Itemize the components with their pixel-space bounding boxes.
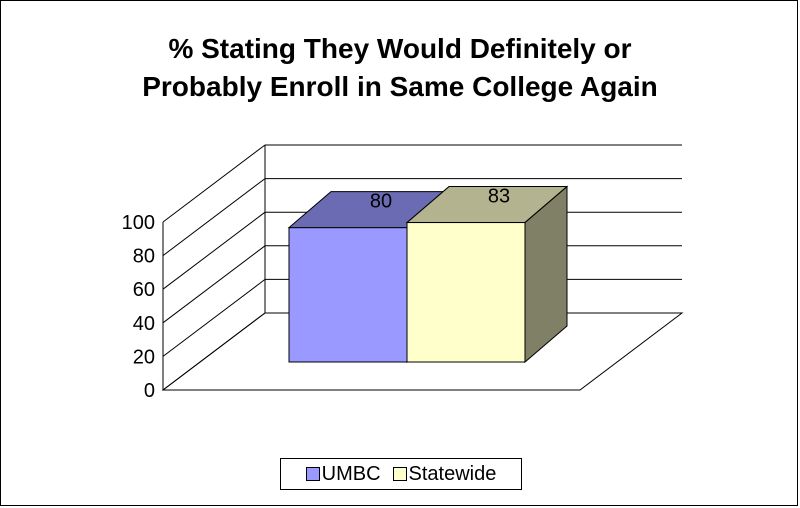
legend-item-statewide: Statewide bbox=[392, 462, 497, 486]
y-tick-label-40: 40 bbox=[133, 313, 155, 335]
chart-floor bbox=[161, 312, 684, 391]
data-label-statewide: 83 bbox=[488, 186, 510, 208]
gridline-side-20 bbox=[162, 279, 266, 357]
bar-front-statewide bbox=[406, 222, 526, 363]
data-label-umbc: 80 bbox=[370, 191, 392, 213]
bar-side-statewide bbox=[524, 185, 568, 364]
legend-swatch-umbc bbox=[305, 467, 320, 481]
gridline-side-100 bbox=[162, 144, 266, 223]
y-tick-label-100: 100 bbox=[122, 212, 155, 234]
y-tick-label-20: 20 bbox=[133, 346, 155, 368]
y-tick-label-80: 80 bbox=[133, 246, 155, 268]
legend-label-statewide: Statewide bbox=[408, 462, 497, 485]
legend-swatch-statewide bbox=[392, 467, 407, 481]
gridline-side-80 bbox=[162, 178, 266, 256]
chart-title: % Stating They Would Definitely or Proba… bbox=[0, 30, 800, 106]
gridline-side-40 bbox=[162, 245, 266, 324]
gridline-side-60 bbox=[162, 211, 266, 290]
legend-label-umbc: UMBC bbox=[321, 462, 381, 485]
chart-title-line-2: Probably Enroll in Same College Again bbox=[142, 71, 658, 102]
bar-front-umbc bbox=[288, 227, 408, 363]
chart-title-line-1: % Stating They Would Definitely or bbox=[168, 33, 632, 64]
legend-item-umbc: UMBC bbox=[305, 462, 381, 486]
y-tick-label-60: 60 bbox=[133, 279, 155, 301]
chart-legend: UMBC Statewide bbox=[280, 458, 522, 490]
y-tick-label-0: 0 bbox=[144, 380, 155, 402]
